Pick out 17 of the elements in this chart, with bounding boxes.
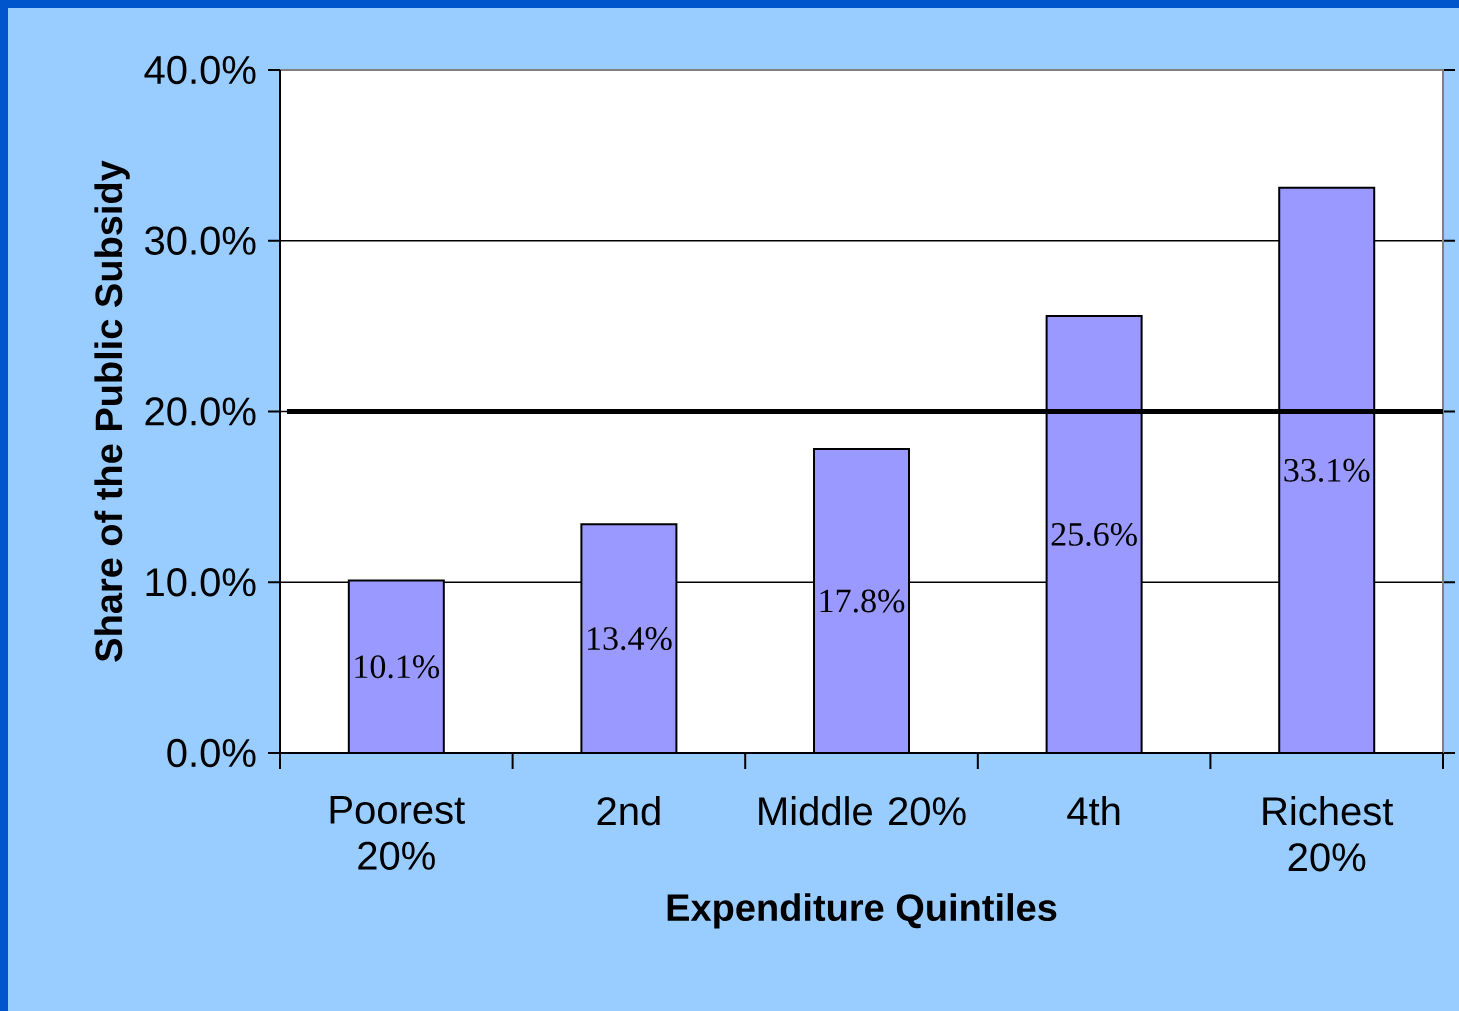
- x-tick-label: Poorest 20%: [330, 796, 465, 870]
- x-tick-label: 4th: [1067, 796, 1120, 826]
- x-tick-label: 2nd: [597, 796, 660, 826]
- data-label: 17.8%: [820, 589, 905, 613]
- y-tick-label: 10.0%: [146, 568, 256, 597]
- data-label: 33.1%: [1284, 458, 1370, 482]
- data-label: 13.4%: [587, 627, 672, 651]
- x-tick-label: Middle 20%: [759, 796, 966, 826]
- x-axis-title: Expenditure Quintiles: [667, 893, 1057, 929]
- y-tick-label: 20.0%: [145, 397, 256, 426]
- data-label: 10.1%: [355, 655, 440, 679]
- y-axis-title: Share of the Public Subsidy: [94, 160, 130, 662]
- y-tick-label: 30.0%: [145, 226, 256, 255]
- data-label: 25.6%: [1051, 522, 1137, 546]
- y-tick-label: 40.0%: [144, 55, 256, 85]
- y-tick-label: 0.0%: [167, 738, 256, 768]
- x-tick-label: Richest 20%: [1263, 796, 1394, 872]
